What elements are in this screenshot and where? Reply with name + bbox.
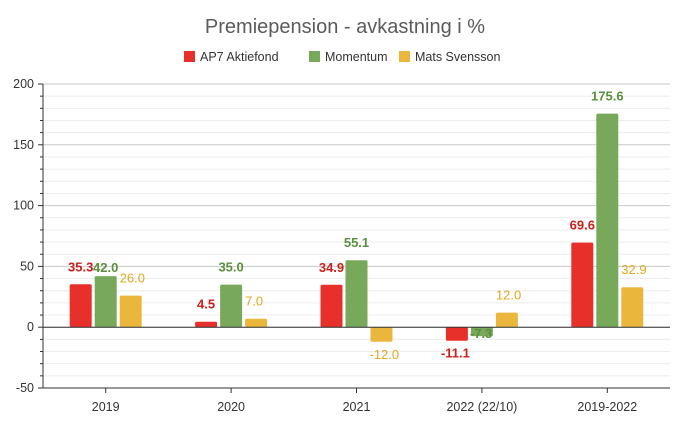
data-label: -11.1 [441, 346, 470, 361]
bar [571, 242, 594, 328]
y-tick-label: 200 [13, 77, 34, 91]
y-tick-label: 50 [20, 259, 34, 273]
bar [245, 318, 268, 328]
bar [69, 284, 92, 328]
data-label: 175.6 [591, 89, 624, 104]
bar [220, 284, 243, 328]
bar [596, 113, 619, 328]
x-tick-label: 2019-2022 [577, 400, 637, 414]
legend-item: Momentum [309, 50, 388, 64]
chart-title: Premiepension - avkastning i % [205, 16, 485, 38]
data-label: 42.0 [93, 260, 118, 275]
bars [69, 113, 644, 342]
data-label: 26.0 [120, 271, 145, 286]
bar [119, 295, 142, 328]
bar [495, 312, 518, 328]
y-tick-label: 150 [13, 138, 34, 152]
data-label: 69.6 [570, 218, 595, 233]
legend-label: AP7 Aktiefond [200, 50, 279, 64]
data-label: -12.0 [370, 347, 400, 362]
data-label: 55.1 [344, 235, 369, 250]
y-tick-label: 0 [27, 320, 34, 334]
data-label: 12.0 [496, 288, 521, 303]
data-label: 35.0 [218, 260, 243, 275]
legend-swatch [399, 51, 410, 62]
data-label: 34.9 [319, 260, 344, 275]
chart-legend: AP7 Aktiefond Momentum Mats Svensson [184, 50, 501, 64]
y-tick-label: -50 [16, 381, 34, 395]
bar [345, 260, 368, 328]
bar [621, 287, 644, 328]
data-label: 4.5 [197, 297, 215, 312]
bar [94, 276, 117, 328]
legend-label: Momentum [325, 50, 388, 64]
legend-item: Mats Svensson [399, 50, 501, 64]
x-tick-label: 2019 [92, 400, 120, 414]
data-labels: 35.3 42.026.0 4.5 35.0 7.0 34.955.1 -12.0 -11.1… [68, 89, 647, 362]
x-tick-label: 2021 [343, 400, 371, 414]
x-tick-label: 2020 [217, 400, 245, 414]
data-label: 32.9 [621, 262, 646, 277]
bar [470, 327, 493, 337]
y-tick-label: 100 [13, 199, 34, 213]
data-label: 35.3 [68, 259, 93, 274]
bar [370, 327, 393, 342]
bar [320, 284, 343, 328]
legend-swatch [184, 51, 195, 62]
legend-label: Mats Svensson [415, 50, 501, 64]
legend-swatch [309, 51, 320, 62]
bar [195, 321, 218, 328]
x-axis: 2019 2020 2021 2022 (22/10) 2019-2022 [43, 326, 670, 414]
data-label: 7.0 [245, 294, 263, 309]
bar [445, 327, 468, 341]
y-axis: -50 0 50 100 150 200 [13, 77, 44, 395]
data-label: -7.3 [470, 326, 492, 341]
legend-item: AP7 Aktiefond [184, 50, 279, 64]
x-tick-label: 2022 (22/10) [446, 400, 517, 414]
